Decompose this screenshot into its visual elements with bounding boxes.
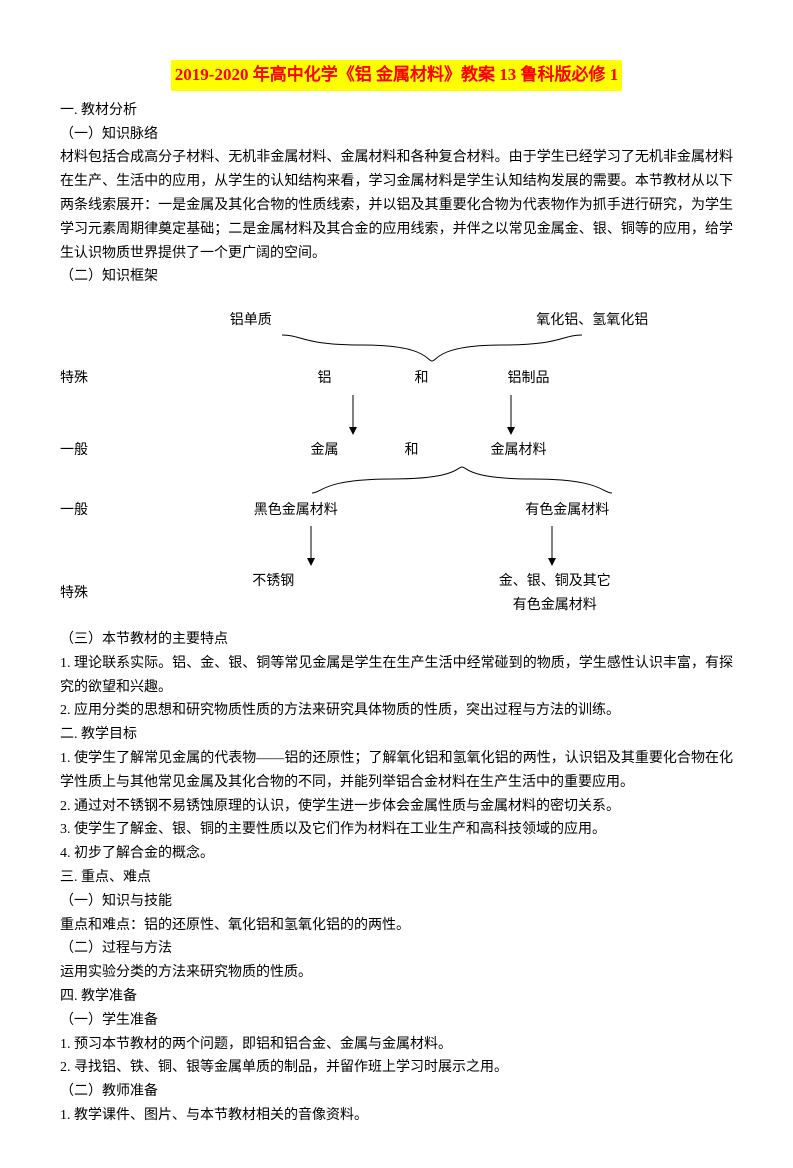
section-5-para-2: 运用实验分类的方法来研究物质的性质。 — [60, 961, 733, 985]
section-6-para-2: 2. 寻找铝、铁、铜、银等金属单质的制品，并留作班上学习时展示之用。 — [60, 1056, 733, 1080]
connector-and-2: 和 — [405, 439, 419, 463]
node-aluminum-products: 铝制品 — [499, 367, 559, 391]
section-6-para-1: 1. 预习本节教材的两个问题，即铝和铝合金、金属与金属材料。 — [60, 1033, 733, 1057]
page-title: 2019-2020 年高中化学《铝 金属材料》教案 13 鲁科版必修 1 — [171, 60, 622, 91]
node-ferrous-materials: 黑色金属材料 — [254, 499, 338, 523]
section-3-para-2: 2. 应用分类的思想和研究物质性质的方法来研究具体物质的性质，突出过程与方法的训… — [60, 699, 733, 723]
section-3-heading: （三）本节教材的主要特点 — [60, 628, 733, 652]
node-metal-materials: 金属材料 — [479, 439, 559, 463]
section-4-para-1: 1. 使学生了解常见金属的代表物——铝的还原性；了解氧化铝和氢氧化铝的两性，认识… — [60, 747, 733, 795]
arrow-down-icon — [501, 395, 521, 435]
section-5-para-1: 重点和难点：铝的还原性、氧化铝和氢氧化铝的的两性。 — [60, 914, 733, 938]
connector-and-1: 和 — [415, 367, 429, 391]
section-1-heading: 一. 教材分析 — [60, 99, 733, 123]
node-aluminum: 铝 — [305, 367, 345, 391]
section-1-para-1: 材料包括合成高分子材料、无机非金属材料、金属材料和各种复合材料。由于学生已经学习… — [60, 146, 733, 265]
section-5-heading: 三. 重点、难点 — [60, 866, 733, 890]
title-container: 2019-2020 年高中化学《铝 金属材料》教案 13 鲁科版必修 1 — [60, 60, 733, 91]
arrow-down-icon — [301, 526, 321, 566]
section-5-subheading-1: （一）知识与技能 — [60, 890, 733, 914]
label-general-1: 一般 — [60, 439, 130, 463]
section-4-para-2: 2. 通过对不锈钢不易锈蚀原理的认识，使学生进一步体会金属性质与金属材料的密切关… — [60, 795, 733, 819]
section-4-para-3: 3. 使学生了解金、银、铜的主要性质以及它们作为材料在工业生产和高科技领域的应用… — [60, 818, 733, 842]
node-nonferrous-materials-2: 有色金属材料 — [513, 598, 597, 613]
label-general-2: 一般 — [60, 499, 130, 523]
brace-icon — [242, 333, 622, 363]
knowledge-framework-diagram: 铝单质 氧化铝、氢氧化铝 特殊 铝 和 铝制品 一般 金属 和 金属材料 — [60, 309, 733, 618]
arrow-down-icon — [343, 395, 363, 435]
section-4-para-4: 4. 初步了解合金的概念。 — [60, 842, 733, 866]
section-6-subheading-1: （一）学生准备 — [60, 1009, 733, 1033]
node-aluminum-element: 铝单质 — [100, 309, 402, 333]
section-6-subheading-2: （二）教师准备 — [60, 1080, 733, 1104]
section-1-subheading-1: （一）知识脉络 — [60, 123, 733, 147]
section-3-para-1: 1. 理论联系实际。铝、金、银、铜等常见金属是学生在生产生活中经常碰到的物质，学… — [60, 652, 733, 700]
section-6-heading: 四. 教学准备 — [60, 985, 733, 1009]
brace-split-icon — [252, 467, 672, 495]
node-metal: 金属 — [305, 439, 345, 463]
node-stainless-steel: 不锈钢 — [252, 570, 294, 618]
label-special-1: 特殊 — [60, 367, 130, 391]
section-6-para-3: 1. 教学课件、图片、与本节教材相关的音像资料。 — [60, 1104, 733, 1128]
section-4-heading: 二. 教学目标 — [60, 723, 733, 747]
section-5-subheading-2: （二）过程与方法 — [60, 937, 733, 961]
section-1-subheading-2: （二）知识框架 — [60, 265, 733, 289]
node-gold-silver-copper: 金、银、铜及其它 — [499, 574, 611, 589]
node-aluminum-oxide-hydroxide: 氧化铝、氢氧化铝 — [442, 309, 744, 333]
label-special-2: 特殊 — [60, 582, 130, 606]
node-nonferrous-materials: 有色金属材料 — [525, 499, 609, 523]
arrow-down-icon — [542, 526, 562, 566]
